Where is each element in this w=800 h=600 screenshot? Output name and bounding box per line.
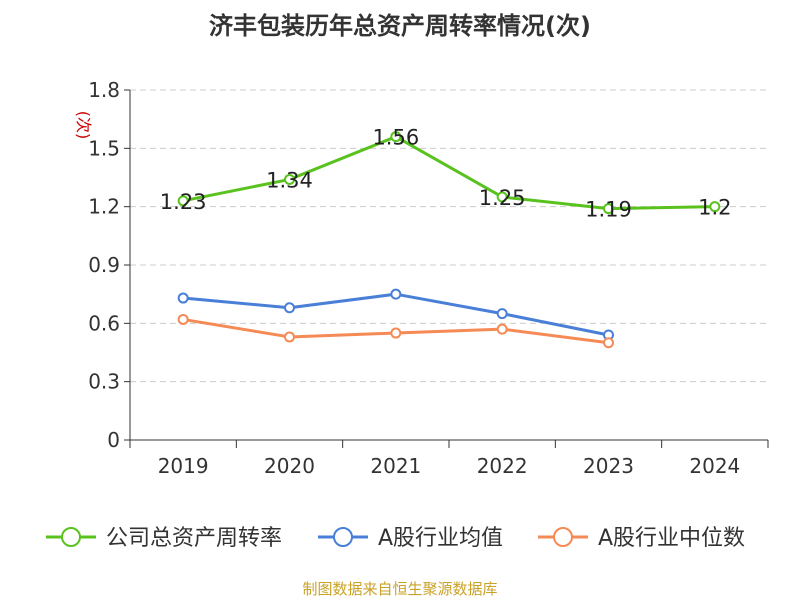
y-tick-label: 0.9 (88, 253, 120, 277)
data-label: 1.25 (479, 186, 526, 210)
x-tick-label: 2022 (477, 454, 528, 478)
data-point (496, 308, 508, 320)
chart-title: 济丰包装历年总资产周转率情况(次) (209, 12, 591, 40)
y-tick-label: 0.6 (88, 311, 120, 335)
data-point (496, 323, 508, 335)
data-point (284, 173, 295, 185)
y-tick-label: 1.2 (88, 195, 120, 219)
data-point (177, 195, 189, 207)
legend-marker (333, 527, 353, 547)
data-label: 1.56 (372, 126, 419, 150)
x-tick-label: 2023 (583, 454, 634, 478)
legend-label: A股行业均值 (378, 526, 503, 551)
x-tick-label: 2020 (264, 454, 315, 478)
data-point (390, 327, 402, 339)
data-point (177, 313, 189, 325)
x-tick-label: 2019 (158, 454, 209, 478)
data-point (603, 203, 614, 215)
legend-label: 公司总资产周转率 (106, 526, 282, 551)
data-point (603, 337, 614, 349)
data-point (709, 201, 721, 213)
legend-marker (553, 527, 573, 547)
data-point (177, 292, 189, 304)
legend-label: A股行业中位数 (598, 526, 745, 551)
data-point (390, 288, 402, 300)
x-tick-label: 2024 (689, 454, 740, 478)
data-label: 1.19 (585, 198, 632, 222)
y-tick-label: 1.5 (88, 136, 120, 160)
data-point (390, 131, 402, 143)
y-tick-label: 0.3 (88, 370, 120, 394)
series-line (182, 135, 715, 211)
data-point (284, 331, 295, 343)
data-point (284, 302, 295, 314)
y-tick-label: 0 (107, 428, 120, 452)
data-point (496, 191, 508, 203)
x-tick-label: 2021 (370, 454, 421, 478)
y-axis-unit-label: (次) (74, 111, 93, 140)
data-source-note: 制图数据来自恒生聚源数据库 (302, 580, 498, 598)
legend-marker (61, 527, 81, 547)
data-label: 1.2 (698, 196, 731, 220)
y-tick-label: 1.8 (88, 78, 120, 102)
data-label: 1.34 (266, 168, 313, 192)
data-label: 1.23 (160, 190, 207, 214)
